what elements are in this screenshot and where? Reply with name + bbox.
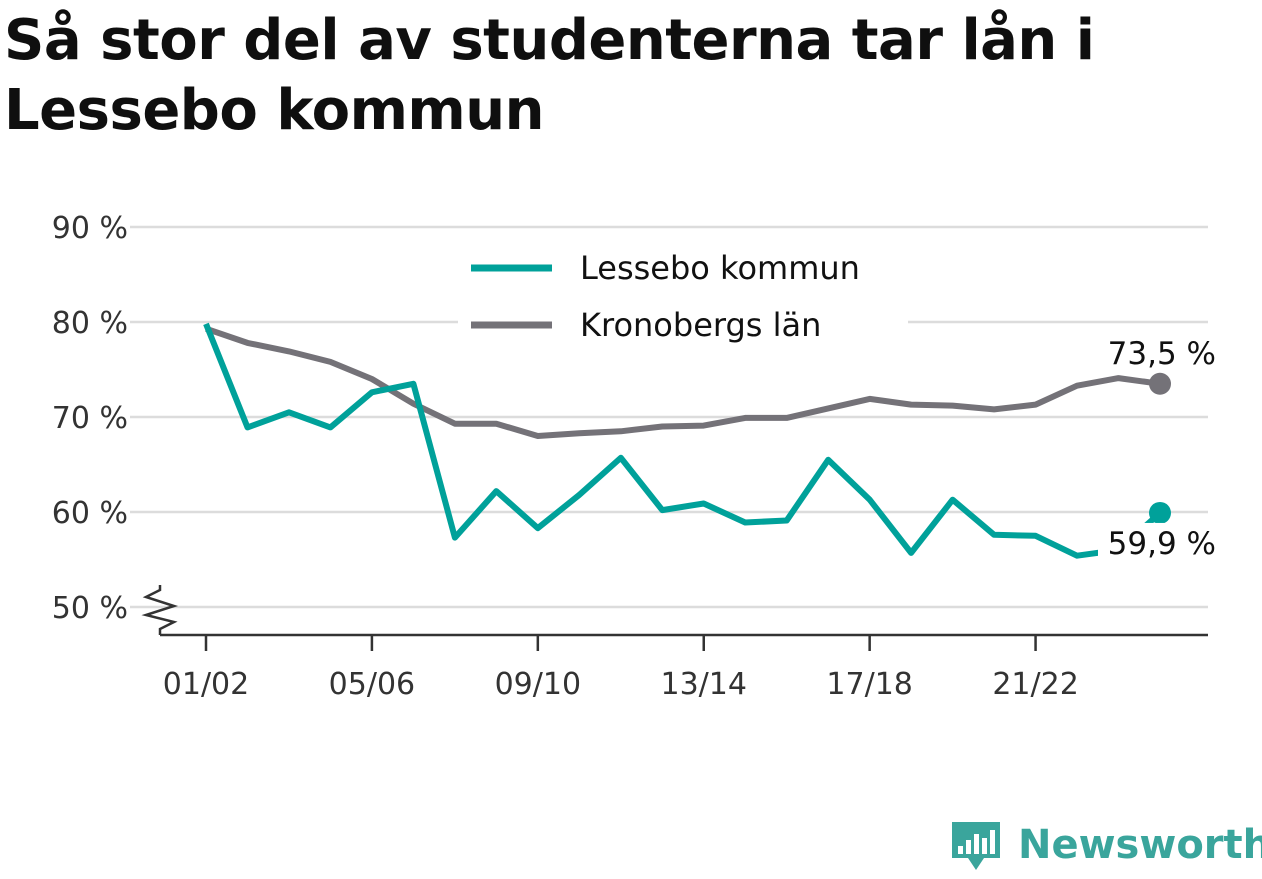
x-tick-label: 21/22 (992, 667, 1078, 702)
newsworthy-logo-icon (952, 822, 1000, 870)
legend: Lessebo kommun Kronobergs län (458, 240, 908, 360)
end-label-kronoberg: 73,5 % (1108, 336, 1216, 372)
y-tick-label: 50 % (52, 591, 128, 626)
legend-label: Lessebo kommun (580, 249, 860, 287)
end-labels: 73,5 % 59,9 % (1098, 336, 1220, 563)
axis-break-marker (141, 585, 179, 635)
series-line-lessebo (203, 322, 1162, 559)
x-tick-label: 01/02 (163, 667, 249, 702)
x-tick-label: 05/06 (329, 667, 415, 702)
chart-title: Så stor del av studenterna tar lån i Les… (4, 8, 1095, 143)
brand-name: Newsworthy (1018, 822, 1262, 868)
brand-logo: Newsworthy (952, 822, 1262, 870)
series-lines (203, 322, 1171, 559)
end-label-background (1098, 522, 1220, 563)
series-line-kronoberg (205, 325, 1161, 439)
legend-label: Kronobergs län (580, 306, 821, 344)
y-tick-label: 70 % (52, 401, 128, 436)
y-tick-label: 90 % (52, 211, 128, 246)
end-label-lessebo: 59,9 % (1108, 526, 1216, 562)
gridlines (130, 225, 1208, 609)
x-axis-tick-labels: 01/02 05/06 09/10 13/14 17/18 21/22 (163, 667, 1079, 702)
x-axis (141, 585, 1208, 651)
x-tick-label: 17/18 (826, 667, 912, 702)
series-end-marker (1149, 501, 1171, 524)
y-tick-label: 80 % (52, 306, 128, 341)
x-tick-label: 09/10 (495, 667, 581, 702)
y-tick-label: 60 % (52, 496, 128, 531)
x-tick-label: 13/14 (661, 667, 747, 702)
y-axis-tick-labels: 50 % 60 % 70 % 80 % 90 % (52, 211, 128, 626)
legend-background (458, 240, 908, 360)
series-end-marker (1149, 372, 1171, 395)
